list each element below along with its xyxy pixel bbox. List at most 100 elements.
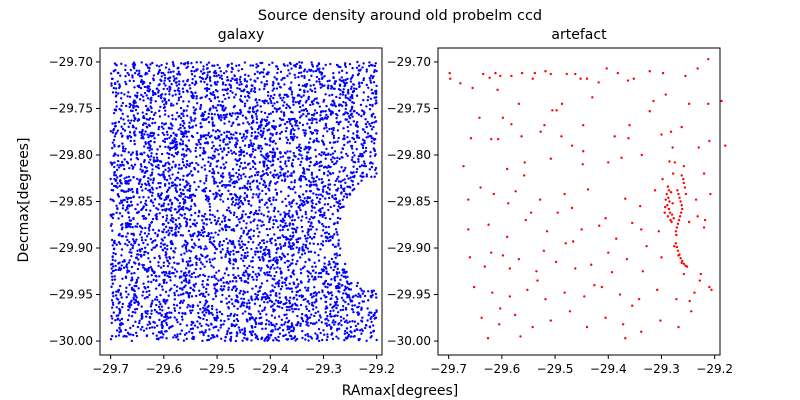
galaxy-point <box>202 65 205 68</box>
galaxy-point <box>172 303 176 307</box>
galaxy-point <box>235 202 238 205</box>
galaxy-point <box>309 181 312 184</box>
galaxy-point <box>218 223 222 226</box>
galaxy-point <box>146 309 149 313</box>
galaxy-point <box>272 151 276 154</box>
galaxy-point <box>289 246 292 249</box>
galaxy-point <box>159 96 163 100</box>
galaxy-point <box>269 160 272 163</box>
galaxy-point <box>332 134 336 138</box>
galaxy-point <box>294 155 297 158</box>
galaxy-point <box>248 307 251 310</box>
galaxy-point <box>366 120 369 124</box>
galaxy-point <box>262 183 265 186</box>
galaxy-point <box>335 200 338 204</box>
galaxy-point <box>329 297 332 301</box>
galaxy-point <box>370 289 373 293</box>
galaxy-point <box>184 278 188 282</box>
galaxy-point <box>316 337 319 340</box>
galaxy-point <box>286 170 290 173</box>
galaxy-point <box>162 333 165 336</box>
galaxy-point <box>138 98 142 101</box>
galaxy-point <box>197 311 200 315</box>
galaxy-point <box>210 112 214 116</box>
galaxy-point <box>205 67 209 70</box>
galaxy-point <box>344 65 347 69</box>
galaxy-point <box>188 291 192 295</box>
galaxy-point <box>325 272 328 275</box>
galaxy-point <box>135 150 138 153</box>
galaxy-point <box>305 313 308 317</box>
galaxy-point <box>365 105 368 108</box>
galaxy-point <box>215 271 218 274</box>
galaxy-point <box>121 204 125 207</box>
galaxy-point <box>246 251 249 254</box>
galaxy-point <box>278 279 281 282</box>
galaxy-point <box>213 245 217 249</box>
galaxy-point <box>191 309 194 312</box>
galaxy-point <box>195 188 198 192</box>
galaxy-point <box>368 168 372 171</box>
galaxy-point <box>265 318 268 322</box>
galaxy-point <box>352 83 355 86</box>
galaxy-point <box>211 258 214 261</box>
galaxy-point <box>235 280 238 283</box>
galaxy-point <box>189 205 193 208</box>
galaxy-point <box>250 175 253 178</box>
galaxy-point <box>223 122 226 125</box>
galaxy-point <box>110 314 113 318</box>
galaxy-point <box>218 130 221 133</box>
galaxy-point <box>112 295 115 298</box>
galaxy-point <box>183 243 186 247</box>
galaxy-point <box>142 329 146 332</box>
galaxy-point <box>324 124 327 127</box>
galaxy-point <box>128 333 131 336</box>
galaxy-point <box>341 93 345 96</box>
galaxy-point <box>331 152 335 155</box>
galaxy-point <box>334 314 337 317</box>
galaxy-point <box>351 115 354 118</box>
galaxy-point <box>173 334 177 337</box>
galaxy-point <box>270 314 274 317</box>
galaxy-point <box>254 333 257 336</box>
galaxy-point <box>280 130 283 134</box>
galaxy-point <box>292 328 296 331</box>
galaxy-point <box>297 93 300 97</box>
galaxy-point <box>333 253 336 256</box>
galaxy-point <box>251 116 254 119</box>
galaxy-point <box>150 131 154 135</box>
galaxy-point <box>174 118 178 121</box>
galaxy-point <box>287 268 290 272</box>
galaxy-point <box>166 264 170 268</box>
galaxy-point <box>232 121 235 124</box>
galaxy-point <box>230 242 233 246</box>
galaxy-point <box>287 259 290 263</box>
galaxy-point <box>358 165 362 168</box>
galaxy-point <box>280 285 284 288</box>
galaxy-point <box>273 155 276 159</box>
galaxy-point <box>292 253 295 256</box>
galaxy-point <box>257 131 260 135</box>
galaxy-point <box>269 305 273 308</box>
galaxy-point <box>338 282 341 286</box>
galaxy-point <box>303 234 307 238</box>
galaxy-point <box>319 248 322 251</box>
galaxy-point <box>205 89 209 93</box>
galaxy-point <box>370 121 374 125</box>
galaxy-point <box>284 162 287 165</box>
galaxy-point <box>180 112 183 116</box>
galaxy-point <box>214 195 218 198</box>
galaxy-point <box>170 102 173 105</box>
galaxy-point <box>214 82 217 86</box>
galaxy-point <box>235 81 239 85</box>
galaxy-point <box>325 104 328 108</box>
galaxy-point <box>325 322 328 325</box>
galaxy-point <box>251 259 254 263</box>
galaxy-point <box>287 287 290 290</box>
galaxy-point <box>324 296 327 299</box>
galaxy-point <box>264 192 268 196</box>
galaxy-point <box>284 178 287 181</box>
galaxy-point <box>155 303 158 307</box>
galaxy-point <box>257 310 260 313</box>
galaxy-point <box>190 62 193 65</box>
